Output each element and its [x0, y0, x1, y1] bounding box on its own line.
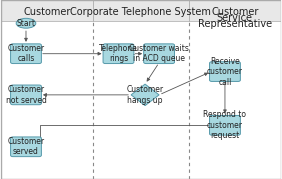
- FancyBboxPatch shape: [1, 0, 93, 179]
- Text: Customer
not served: Customer not served: [6, 85, 47, 105]
- Text: Representative: Representative: [198, 19, 272, 29]
- FancyBboxPatch shape: [11, 85, 41, 105]
- FancyBboxPatch shape: [189, 0, 281, 21]
- Text: Customer: Customer: [23, 7, 71, 17]
- FancyBboxPatch shape: [189, 0, 281, 179]
- Text: Start: Start: [16, 19, 36, 28]
- FancyBboxPatch shape: [11, 44, 41, 64]
- Text: Customer
served: Customer served: [7, 137, 45, 156]
- Text: Corporate Telephone System: Corporate Telephone System: [70, 7, 211, 17]
- FancyBboxPatch shape: [93, 0, 189, 21]
- Text: Service: Service: [217, 13, 253, 23]
- Text: Receive
customer
call: Receive customer call: [207, 57, 243, 86]
- Text: Customer waits
in ACD queue: Customer waits in ACD queue: [129, 44, 189, 63]
- Ellipse shape: [16, 18, 36, 28]
- Text: Telephone
rings: Telephone rings: [99, 44, 138, 63]
- FancyBboxPatch shape: [210, 115, 240, 135]
- Text: Respond to
customer
request: Respond to customer request: [203, 110, 246, 140]
- Polygon shape: [131, 84, 159, 106]
- Text: Customer
hangs up: Customer hangs up: [127, 85, 164, 105]
- FancyBboxPatch shape: [11, 137, 41, 157]
- FancyBboxPatch shape: [144, 44, 175, 64]
- FancyBboxPatch shape: [93, 0, 189, 179]
- FancyBboxPatch shape: [1, 0, 93, 21]
- Text: Customer: Customer: [211, 7, 258, 17]
- Text: Customer
calls: Customer calls: [7, 44, 45, 63]
- FancyBboxPatch shape: [210, 62, 240, 81]
- FancyBboxPatch shape: [103, 44, 134, 64]
